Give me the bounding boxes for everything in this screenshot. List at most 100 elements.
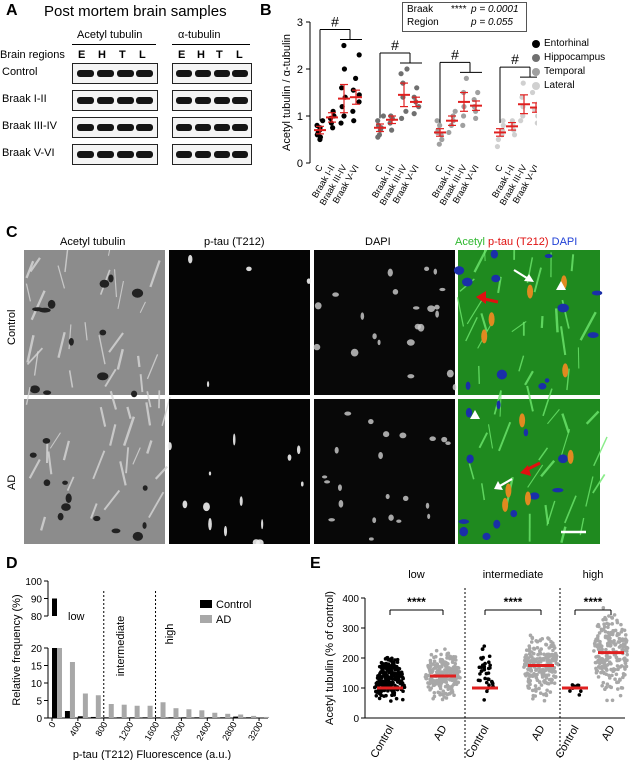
data-point-control <box>377 673 382 677</box>
fiber <box>524 370 534 386</box>
data-point-b <box>398 71 404 77</box>
dapi-nucleus <box>452 384 457 391</box>
fiber <box>542 388 553 417</box>
y-tick-label-e: 100 <box>342 684 359 695</box>
row-label-braak34: Braak III-IV <box>2 120 58 132</box>
data-point-control <box>479 656 483 660</box>
ptau-image-control <box>169 250 311 395</box>
ptau-spot <box>300 481 304 487</box>
y-tick-label-d: 15 <box>31 662 43 673</box>
data-point-control <box>378 682 382 687</box>
x-axis-title-d: p-tau (T212) Fluorescence (a.u.) <box>73 749 231 760</box>
fiber <box>26 334 35 363</box>
data-point-ad <box>455 665 460 670</box>
bar-ad <box>212 712 218 718</box>
dapi-nucleus <box>435 310 439 318</box>
data-point-ad <box>534 687 538 691</box>
fiber <box>64 250 69 273</box>
blot-alpha-braak56 <box>172 144 252 165</box>
data-point-ad <box>600 647 604 652</box>
fiber <box>132 447 141 465</box>
data-point-ad <box>623 633 628 637</box>
data-point-b <box>452 108 458 114</box>
bar-control <box>207 717 213 718</box>
y-tick-label-e: 400 <box>342 594 359 605</box>
merge-image-ad <box>458 385 608 544</box>
row-label-c-ad: AD <box>6 474 18 490</box>
bar-ad <box>69 662 75 718</box>
dapi-nucleus <box>412 306 420 310</box>
nucleus <box>465 381 471 390</box>
data-point-ad <box>617 645 622 649</box>
bar-control <box>52 598 57 616</box>
bar-ad <box>199 710 205 718</box>
legend-label-control: Control <box>216 599 251 611</box>
data-point-ad <box>623 643 627 647</box>
fiber <box>28 459 41 479</box>
data-point-control <box>479 669 484 673</box>
data-point-ad <box>544 676 549 680</box>
data-point-ad <box>439 652 443 657</box>
data-point-ad <box>528 660 533 664</box>
bar-control <box>168 717 174 718</box>
ptau-signal <box>519 413 526 428</box>
data-point-ad <box>623 661 628 665</box>
sig-mark-b: # <box>451 46 459 62</box>
fiber <box>554 308 559 333</box>
fiber <box>468 463 475 480</box>
fiber <box>161 396 171 427</box>
data-point-ad <box>601 670 606 675</box>
fiber <box>478 365 481 384</box>
fiber <box>90 503 98 519</box>
data-point-ad <box>443 647 447 651</box>
fiber <box>498 421 512 452</box>
data-point-ad <box>536 652 540 657</box>
y-tick-label-d: 100 <box>25 577 42 588</box>
fiber <box>570 254 575 272</box>
fiber <box>109 390 118 410</box>
dapi-nucleus <box>360 312 365 320</box>
sig-mark-b: # <box>511 51 519 67</box>
fiber <box>592 473 606 494</box>
fiber <box>39 516 47 531</box>
data-point-ad <box>445 652 450 656</box>
data-point-ad <box>603 666 607 670</box>
data-point-b <box>353 75 359 81</box>
data-point-ad <box>619 622 623 627</box>
data-point-ad <box>620 647 624 652</box>
nucleus <box>38 307 51 313</box>
data-point-ad <box>540 672 545 676</box>
nucleus <box>538 382 547 390</box>
data-point-ad <box>610 640 614 644</box>
data-point-ad <box>526 656 531 660</box>
data-point-b <box>519 94 525 100</box>
dapi-nucleus <box>445 441 451 445</box>
region-T2: T <box>216 49 223 61</box>
nucleus <box>29 452 37 458</box>
sig-mark-e: **** <box>407 595 426 609</box>
data-point-b <box>518 118 524 124</box>
nucleus <box>523 428 529 437</box>
fiber <box>560 326 567 356</box>
data-point-b <box>356 92 362 98</box>
data-point-ad <box>439 680 444 684</box>
dapi-nucleus <box>427 305 436 313</box>
fiber <box>146 391 152 408</box>
data-point-ad <box>606 642 611 647</box>
regions-label: Brain regions <box>0 49 65 61</box>
data-point-b <box>376 132 383 138</box>
data-point-control <box>486 666 491 671</box>
data-point-ad <box>619 630 624 634</box>
data-point-ad <box>522 662 527 667</box>
data-point-ad <box>600 657 605 661</box>
data-point-ad <box>447 677 452 682</box>
y-tick-label-d: 90 <box>31 595 43 606</box>
nucleus <box>493 519 501 529</box>
x-tick-label-d: 0 <box>47 720 58 729</box>
data-point-ad <box>544 693 549 698</box>
nucleus <box>62 480 68 485</box>
data-point-ad <box>538 656 542 661</box>
data-point-control <box>487 683 491 687</box>
data-point-b <box>439 136 445 143</box>
